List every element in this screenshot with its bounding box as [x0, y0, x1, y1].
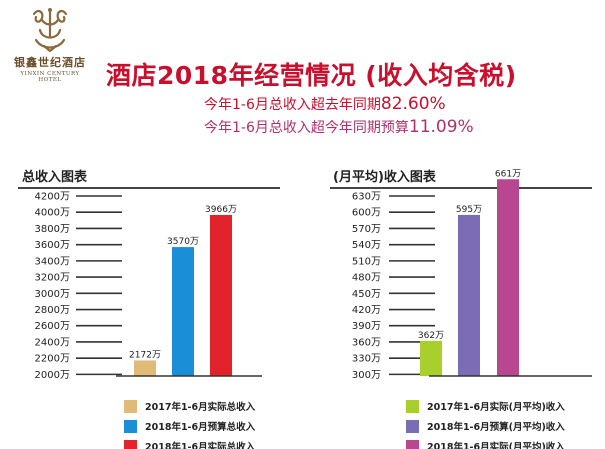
y-tick-label: 630万 — [352, 192, 381, 203]
growth-vs-budget-value: 11.09% — [408, 117, 474, 137]
bar — [497, 179, 519, 376]
bar-value-label: 3570万 — [167, 237, 199, 247]
legend-label: 2018年1-6月预算总收入 — [145, 422, 256, 433]
y-tick-label: 360万 — [352, 337, 381, 348]
legend-label: 2018年1-6月实际(月平均)收入 — [427, 442, 565, 449]
bar-value-label: 595万 — [456, 205, 482, 215]
y-tick-label: 510万 — [352, 256, 381, 267]
bar-value-label: 2172万 — [129, 350, 161, 360]
y-tick-label: 3600万 — [35, 240, 70, 251]
legend-item: 2018年1-6月预算总收入 — [124, 416, 255, 436]
bar — [210, 214, 232, 376]
hotel-logo: 银鑫世纪酒店 YINXIN CENTURY HOTEL — [8, 6, 92, 86]
logo-name-cn: 银鑫世纪酒店 — [14, 56, 86, 69]
bar — [458, 214, 480, 376]
y-tick-label: 480万 — [352, 273, 381, 284]
logo-name-en: YINXIN CENTURY HOTEL — [20, 71, 80, 83]
monthly-revenue-chart: 300万 330万 360万 390万 420万 450万 480万 510万 540万 570万… — [352, 169, 592, 381]
legend-label: 2017年1-6月实际总收入 — [145, 402, 256, 413]
total-revenue-chart-title: 总收入图表 — [22, 170, 88, 185]
y-tick-label: 600万 — [352, 208, 381, 219]
legend-swatch — [124, 439, 137, 449]
total-revenue-title-rule — [18, 187, 280, 189]
y-tick-label: 450万 — [352, 289, 381, 300]
legend-swatch — [406, 419, 419, 433]
legend-item: 2018年1-6月预算(月平均)收入 — [406, 416, 565, 436]
monthly-revenue-legend: 2017年1-6月实际(月平均)收入 2018年1-6月预算(月平均)收入 20… — [406, 396, 565, 449]
y-tick-label: 2600万 — [35, 321, 70, 332]
legend-label: 2018年1-6月实际总收入 — [145, 442, 256, 449]
page-title: 酒店2018年经营情况 (收入均含税) — [106, 61, 517, 90]
legend-swatch — [124, 419, 137, 433]
bar — [172, 247, 194, 376]
y-tick-label: 2000万 — [35, 370, 70, 381]
bar-value-label: 661万 — [495, 169, 521, 179]
y-tick-label: 540万 — [352, 240, 381, 251]
y-tick-label: 4200万 — [35, 192, 70, 203]
legend-item: 2017年1-6月实际(月平均)收入 — [406, 396, 565, 416]
growth-vs-last-year-text: 今年1-6月总收入超去年同期 — [204, 97, 381, 113]
legend-label: 2018年1-6月预算(月平均)收入 — [427, 422, 565, 433]
legend-swatch — [124, 399, 137, 413]
bar-value-label: 362万 — [418, 331, 444, 341]
legend-swatch — [406, 399, 419, 413]
legend-item: 2018年1-6月实际(月平均)收入 — [406, 436, 565, 449]
legend-item: 2018年1-6月实际总收入 — [124, 436, 255, 449]
total-revenue-legend: 2017年1-6月实际总收入 2018年1-6月预算总收入 2018年1-6月实… — [124, 396, 255, 449]
bar — [420, 340, 442, 376]
y-tick-label: 570万 — [352, 224, 381, 235]
growth-vs-last-year: 今年1-6月总收入超去年同期82.60% — [204, 94, 446, 114]
growth-vs-last-year-value: 82.60% — [380, 94, 446, 114]
legend-label: 2017年1-6月实际(月平均)收入 — [427, 402, 565, 413]
y-tick-label: 330万 — [352, 354, 381, 365]
growth-vs-budget-text: 今年1-6月总收入超今年同期预算 — [204, 120, 409, 136]
hotel-emblem-icon — [32, 8, 68, 52]
y-tick-label: 3400万 — [35, 256, 70, 267]
total-revenue-chart: 2000万 2200万 2400万 2600万 2800万 3000万 3200万 3400万… — [35, 192, 262, 381]
bar — [134, 360, 156, 376]
y-tick-label: 390万 — [352, 321, 381, 332]
monthly-revenue-chart-title: (月平均)收入图表 — [333, 170, 436, 185]
y-tick-label: 300万 — [352, 370, 381, 381]
y-tick-label: 3200万 — [35, 273, 70, 284]
growth-vs-budget: 今年1-6月总收入超今年同期预算11.09% — [204, 117, 474, 137]
y-tick-label: 420万 — [352, 305, 381, 316]
y-tick-label: 3800万 — [35, 224, 70, 235]
y-tick-label: 2400万 — [35, 337, 70, 348]
y-tick-label: 2800万 — [35, 305, 70, 316]
y-tick-label: 4000万 — [35, 208, 70, 219]
y-tick-label: 2200万 — [35, 354, 70, 365]
legend-swatch — [406, 439, 419, 449]
monthly-revenue-title-rule — [330, 187, 592, 189]
y-tick-label: 3000万 — [35, 289, 70, 300]
legend-item: 2017年1-6月实际总收入 — [124, 396, 255, 416]
bar-value-label: 3966万 — [205, 205, 237, 215]
